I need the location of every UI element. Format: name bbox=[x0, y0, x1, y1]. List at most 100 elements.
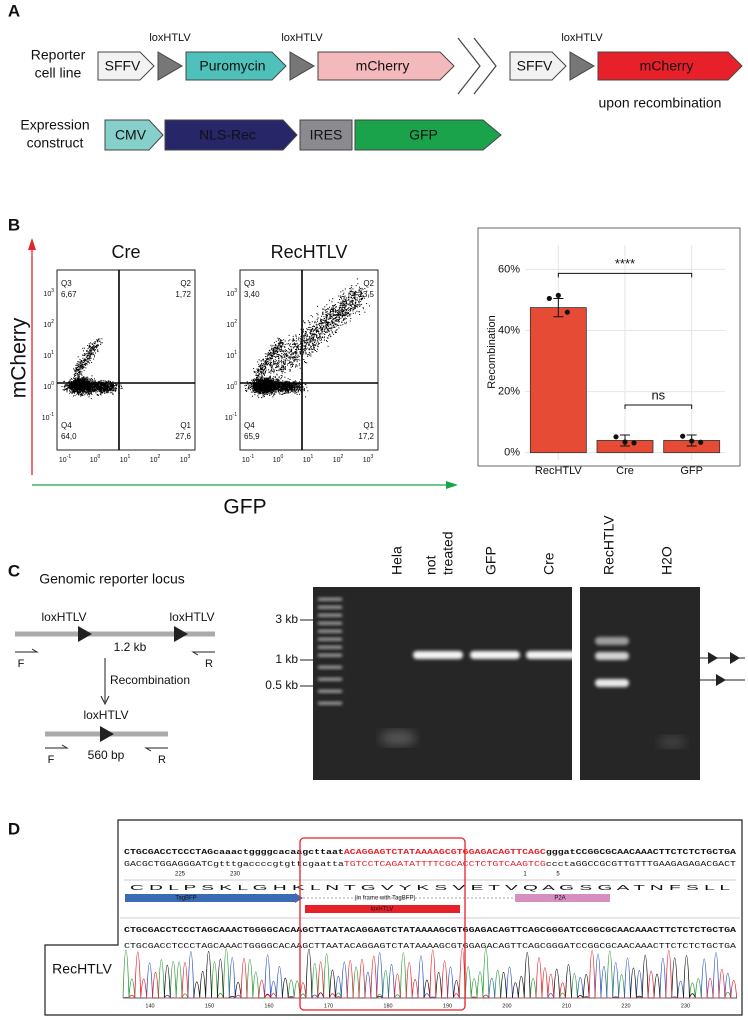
event-dot bbox=[93, 348, 94, 349]
event-dot bbox=[257, 395, 258, 396]
event-dot bbox=[263, 393, 264, 394]
event-dot bbox=[267, 356, 268, 357]
event-dot bbox=[99, 339, 100, 340]
event-dot bbox=[87, 359, 88, 360]
event-dot bbox=[266, 394, 267, 395]
event-dot bbox=[82, 391, 83, 392]
event-dot bbox=[69, 390, 70, 391]
event-dot bbox=[288, 381, 289, 382]
event-dot bbox=[266, 380, 267, 381]
event-dot bbox=[265, 353, 266, 354]
plot-frame bbox=[57, 270, 195, 450]
event-dot bbox=[285, 386, 286, 387]
event-dot bbox=[114, 385, 115, 386]
event-dot bbox=[78, 389, 79, 390]
event-dot bbox=[272, 356, 273, 357]
event-dot bbox=[92, 343, 93, 344]
event-dot bbox=[282, 340, 283, 341]
event-dot bbox=[97, 385, 98, 386]
event-dot bbox=[263, 370, 264, 371]
event-dot bbox=[256, 389, 257, 390]
event-dot bbox=[274, 389, 275, 390]
event-dot bbox=[78, 378, 79, 379]
event-dot bbox=[77, 385, 78, 386]
event-dot bbox=[259, 376, 260, 377]
event-dot bbox=[283, 389, 284, 390]
event-dot bbox=[271, 380, 272, 381]
event-dot bbox=[287, 387, 288, 388]
event-dot bbox=[99, 386, 100, 387]
event-dot bbox=[273, 385, 274, 386]
event-dot bbox=[275, 376, 276, 377]
event-dot bbox=[89, 387, 90, 388]
event-dot bbox=[70, 379, 71, 380]
event-dot bbox=[281, 394, 282, 395]
event-dot bbox=[95, 381, 96, 382]
event-dot bbox=[80, 396, 81, 397]
event-dot bbox=[261, 397, 262, 398]
event-dot bbox=[266, 377, 267, 378]
event-dot bbox=[281, 384, 282, 385]
event-dot bbox=[81, 368, 82, 369]
event-dot bbox=[67, 389, 68, 390]
event-dot bbox=[106, 391, 107, 392]
panel-label: A bbox=[8, 1, 20, 20]
event-dot bbox=[267, 358, 268, 359]
event-dot bbox=[299, 394, 300, 395]
event-dot bbox=[114, 388, 115, 389]
event-dot bbox=[103, 385, 104, 386]
event-dot bbox=[106, 389, 107, 390]
event-dot bbox=[249, 385, 250, 386]
event-dot bbox=[270, 378, 271, 379]
tick-base: 10 bbox=[120, 457, 128, 464]
lox-label: loxHTLV bbox=[561, 32, 603, 44]
event-dot bbox=[73, 390, 74, 391]
event-dot bbox=[267, 386, 268, 387]
y-tick-label: 103 bbox=[43, 288, 54, 298]
event-dot bbox=[254, 378, 255, 379]
event-dot bbox=[280, 391, 281, 392]
event-dot bbox=[277, 352, 278, 353]
event-dot bbox=[271, 354, 272, 355]
event-dot bbox=[252, 381, 253, 382]
event-dot bbox=[279, 380, 280, 381]
event-dot bbox=[286, 392, 287, 393]
event-dot bbox=[267, 381, 268, 382]
tick-exponent: 1 bbox=[51, 350, 54, 356]
axis-title: GFP bbox=[223, 496, 266, 519]
event-dot bbox=[289, 388, 290, 389]
event-dot bbox=[90, 392, 91, 393]
event-dot bbox=[101, 385, 102, 386]
event-dot bbox=[264, 391, 265, 392]
event-dot bbox=[265, 391, 266, 392]
event-dot bbox=[72, 379, 73, 380]
event-dot bbox=[273, 384, 274, 385]
event-dot bbox=[79, 376, 80, 377]
event-dot bbox=[95, 349, 96, 350]
event-dot bbox=[72, 393, 73, 394]
event-dot bbox=[248, 387, 249, 388]
event-dot bbox=[257, 377, 258, 378]
event-dot bbox=[86, 378, 87, 379]
event-dot bbox=[291, 386, 292, 387]
event-dot bbox=[67, 390, 68, 391]
plot-title: Cre bbox=[111, 242, 140, 262]
event-dot bbox=[272, 390, 273, 391]
event-dot bbox=[97, 347, 98, 348]
event-dot bbox=[271, 394, 272, 395]
event-dot bbox=[77, 390, 78, 391]
event-dot bbox=[260, 380, 261, 381]
event-dot bbox=[265, 379, 266, 380]
event-dot bbox=[269, 362, 270, 363]
event-dot bbox=[97, 394, 98, 395]
event-dot bbox=[270, 377, 271, 378]
event-dot bbox=[84, 353, 85, 354]
event-dot bbox=[259, 392, 260, 393]
event-dot bbox=[262, 375, 263, 376]
x-tick-label: 103 bbox=[180, 454, 191, 464]
event-dot bbox=[282, 394, 283, 395]
event-dot bbox=[264, 365, 265, 366]
event-dot bbox=[285, 388, 286, 389]
event-dot bbox=[295, 386, 296, 387]
event-dot bbox=[81, 381, 82, 382]
